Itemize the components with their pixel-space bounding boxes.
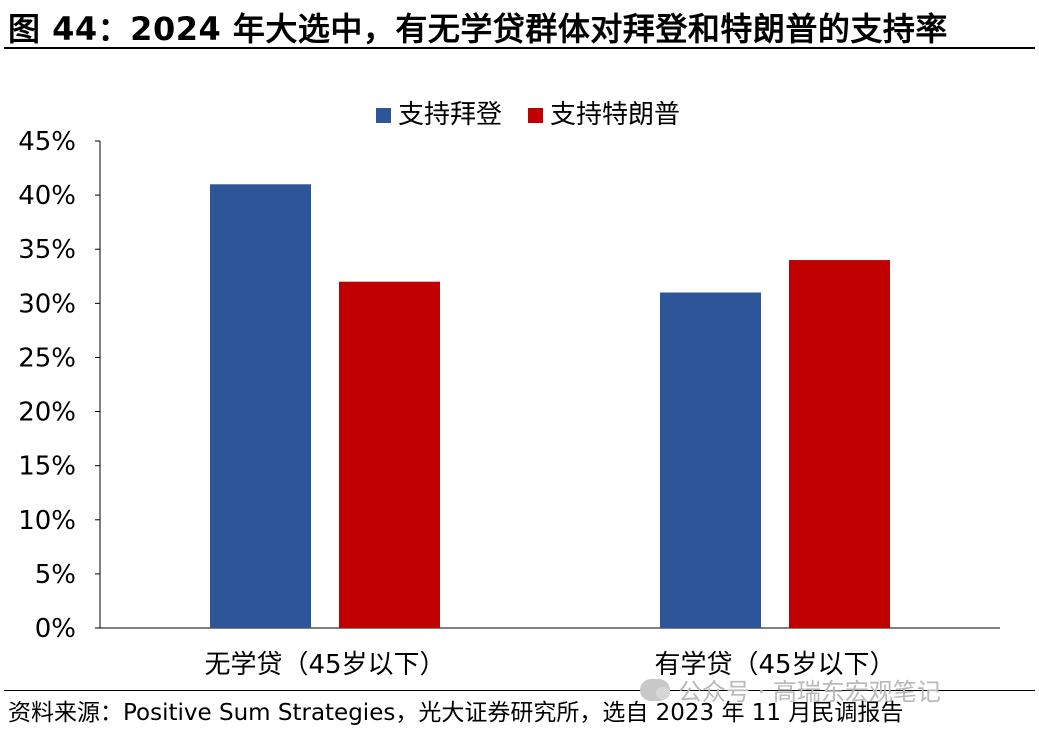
y-tick-label: 5% <box>35 560 76 590</box>
y-tick-label: 15% <box>18 452 76 482</box>
y-tick-label: 10% <box>18 506 76 536</box>
y-tick-label: 25% <box>18 343 76 373</box>
source-rule <box>4 690 1035 691</box>
legend-swatch <box>528 108 543 123</box>
y-tick-label: 35% <box>18 235 76 265</box>
wechat-icon <box>640 678 670 701</box>
bar-biden <box>660 292 761 628</box>
bar-trump <box>789 260 890 628</box>
legend-label: 支持拜登 <box>398 100 502 130</box>
y-tick-label: 45% <box>18 127 76 157</box>
bar-trump <box>339 281 440 628</box>
figure-title: 图 44：2024 年大选中，有无学贷群体对拜登和特朗普的支持率 <box>8 10 948 48</box>
source-note: 资料来源：Positive Sum Strategies，光大证券研究所，选自 … <box>8 700 904 726</box>
bar-biden <box>210 184 311 628</box>
y-tick-label: 40% <box>18 181 76 211</box>
watermark: 公众号 · 高瑞东宏观笔记 <box>640 672 941 707</box>
y-tick-label: 0% <box>35 614 76 644</box>
title-rule <box>4 47 1035 49</box>
bar-chart: 0% 5% 10% 15% 20% 25% 30% 35% 40% 45% 无学贷（45岁以下） 有学… <box>18 100 1000 680</box>
y-tick-label: 20% <box>18 398 76 428</box>
legend-swatch <box>376 108 391 123</box>
x-category-label: 无学贷（45岁以下） <box>204 650 445 680</box>
watermark-text: 公众号 · 高瑞东宏观笔记 <box>678 678 941 706</box>
legend-label: 支持特朗普 <box>550 100 680 130</box>
y-tick-label: 30% <box>18 289 76 319</box>
x-category-label: 有学贷（45岁以下） <box>654 650 895 680</box>
